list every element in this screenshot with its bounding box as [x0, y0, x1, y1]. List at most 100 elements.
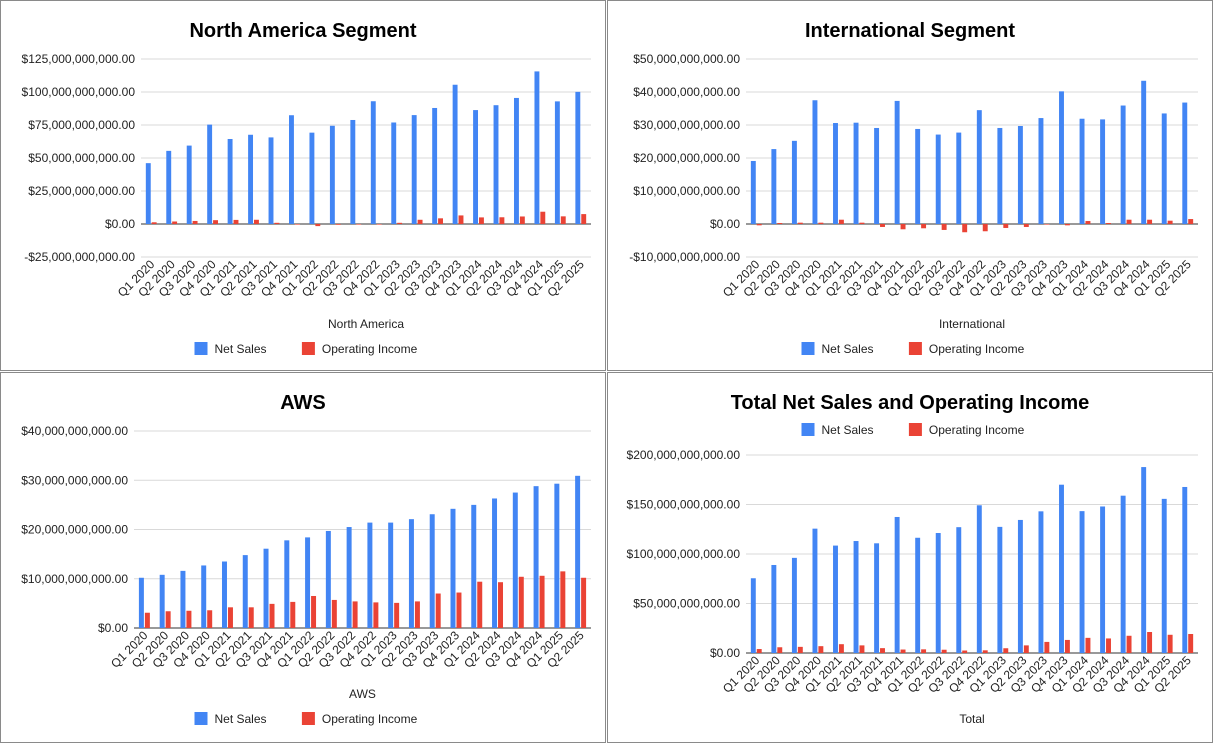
bar-net-sales: [1141, 80, 1147, 224]
bar-operating-income: [777, 223, 783, 224]
bar-operating-income: [1023, 224, 1029, 227]
bar-operating-income: [438, 218, 443, 224]
bar-operating-income: [192, 220, 198, 224]
bar-net-sales: [853, 122, 859, 224]
x-axis-label: International: [939, 317, 1005, 331]
bar-operating-income: [1106, 223, 1111, 224]
bar-operating-income: [880, 648, 885, 653]
bar-operating-income: [756, 224, 762, 226]
bar-net-sales: [1141, 467, 1147, 653]
y-tick-label: $50,000,000,000.00: [28, 151, 135, 165]
y-tick-label: $0.00: [98, 621, 128, 635]
bar-operating-income: [1167, 220, 1173, 224]
legend-swatch-operating-income: [908, 342, 922, 355]
legend-swatch-net-sales: [801, 423, 815, 436]
bar-operating-income: [1044, 224, 1050, 225]
bar-net-sales: [492, 498, 498, 628]
bar-operating-income: [498, 582, 504, 628]
bar-net-sales: [575, 91, 581, 224]
bar-operating-income: [797, 646, 803, 653]
bar-net-sales: [1017, 125, 1023, 224]
bar-operating-income: [478, 217, 484, 224]
bar-net-sales: [771, 149, 777, 224]
panel-international: International Segment -$10,000,000,000.00…: [607, 0, 1213, 371]
bar-operating-income: [331, 599, 337, 628]
bar-net-sales: [493, 105, 499, 224]
bar-net-sales: [1161, 498, 1167, 653]
y-tick-label: -$25,000,000,000.00: [24, 250, 135, 264]
bar-operating-income: [921, 224, 927, 229]
bar-operating-income: [982, 224, 988, 232]
bar-net-sales: [1038, 511, 1044, 653]
bar-net-sales: [1182, 486, 1188, 653]
bar-operating-income: [376, 224, 382, 225]
x-axis-label: AWS: [349, 687, 376, 701]
chart-total: Total Net Sales and Operating Income $0.0…: [627, 392, 1198, 726]
legend: Net Sales Operating Income: [194, 712, 418, 726]
bar-operating-income: [1003, 648, 1009, 653]
y-tick-label: $10,000,000,000.00: [21, 572, 128, 586]
bar-operating-income: [962, 650, 968, 653]
bar-operating-income: [144, 612, 150, 628]
bar-net-sales: [512, 492, 518, 628]
bar-operating-income: [269, 603, 275, 628]
bar-operating-income: [172, 221, 178, 224]
bar-net-sales: [915, 537, 921, 653]
x-axis-label: North America: [328, 317, 404, 331]
bar-net-sales: [201, 565, 207, 628]
bar-operating-income: [435, 593, 441, 628]
bar-net-sales: [263, 548, 269, 628]
bar-operating-income: [560, 571, 566, 628]
bar-net-sales: [370, 101, 376, 224]
bar-net-sales: [450, 508, 456, 628]
bar-operating-income: [290, 601, 296, 628]
y-tick-label: $50,000,000,000.00: [633, 597, 740, 611]
bar-net-sales: [367, 522, 373, 628]
bar-operating-income: [1147, 632, 1153, 653]
y-tick-label: $30,000,000,000.00: [633, 118, 740, 132]
bar-operating-income: [233, 219, 239, 224]
bar-net-sales: [833, 123, 838, 224]
bar-net-sales: [221, 561, 227, 628]
bar-operating-income: [962, 224, 968, 233]
legend-label-net-sales: Net Sales: [822, 423, 874, 437]
y-tick-label: $30,000,000,000.00: [21, 473, 128, 487]
legend-label-operating-income: Operating Income: [929, 423, 1025, 437]
bar-operating-income: [982, 650, 988, 653]
bar-operating-income: [838, 219, 844, 224]
chart-north-america: North America Segment -$25,000,000,000.00…: [22, 20, 591, 356]
legend-swatch-net-sales: [801, 342, 815, 355]
bar-net-sales: [305, 537, 311, 628]
bar-operating-income: [859, 645, 865, 653]
bar-net-sales: [791, 557, 797, 653]
bar-net-sales: [533, 486, 539, 628]
bar-operating-income: [1085, 221, 1091, 224]
bar-operating-income: [394, 602, 400, 628]
y-tick-label: $10,000,000,000.00: [633, 184, 740, 198]
y-tick-label: $100,000,000,000.00: [627, 547, 741, 561]
y-tick-label: $0.00: [710, 217, 740, 231]
x-axis-label: Total: [959, 712, 984, 726]
bar-operating-income: [315, 224, 321, 227]
bar-net-sales: [915, 128, 921, 224]
bar-operating-income: [1126, 635, 1132, 653]
bar-operating-income: [352, 601, 358, 628]
y-tick-label: $150,000,000,000.00: [627, 498, 741, 512]
legend: Net Sales Operating Income: [801, 342, 1025, 356]
bar-operating-income: [477, 581, 483, 628]
y-tick-label: $125,000,000,000.00: [22, 52, 136, 66]
bar-operating-income: [1106, 638, 1111, 653]
bar-operating-income: [900, 649, 906, 653]
bar-net-sales: [411, 115, 417, 224]
bar-operating-income: [1064, 639, 1070, 653]
y-tick-label: $200,000,000,000.00: [627, 448, 741, 462]
bar-operating-income: [458, 215, 464, 224]
bar-operating-income: [165, 611, 171, 628]
bar-operating-income: [213, 220, 218, 224]
bar-net-sales: [750, 160, 756, 224]
bar-operating-income: [1044, 641, 1050, 653]
bar-net-sales: [452, 84, 458, 225]
chart-title: Total Net Sales and Operating Income: [731, 392, 1090, 414]
bar-operating-income: [519, 216, 525, 224]
